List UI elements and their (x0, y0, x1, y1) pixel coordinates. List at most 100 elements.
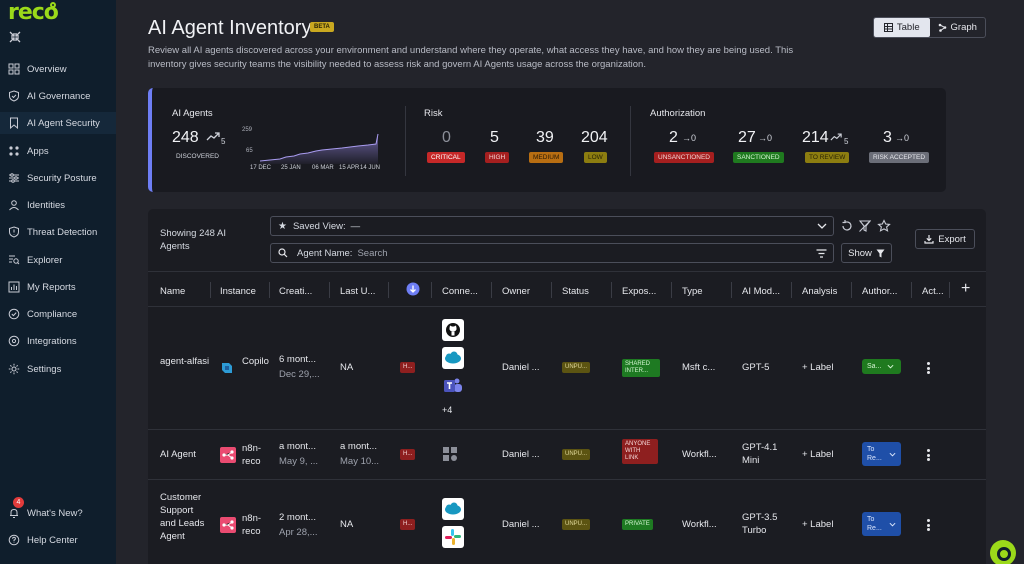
add-label-button[interactable]: + Label (802, 519, 834, 530)
sidebar-item-settings[interactable]: Settings (0, 358, 116, 380)
filter-lines-icon[interactable] (816, 249, 827, 258)
column-header-actions[interactable]: Act... (922, 286, 944, 297)
column-header-name[interactable]: Name (160, 286, 186, 297)
column-separator[interactable] (911, 282, 912, 298)
risk-low-pill[interactable]: LOW (584, 152, 607, 163)
sidebar-item-identities[interactable]: Identities (0, 194, 116, 216)
to-review-pill[interactable]: TO REVIEW (805, 152, 850, 163)
sidebar-item-ai-governance[interactable]: AI Governance (0, 85, 116, 107)
column-header-authorization[interactable]: Author... (862, 286, 898, 297)
sidebar-item-help-center[interactable]: Help Center (0, 529, 116, 551)
column-separator[interactable] (431, 282, 432, 298)
sidebar-item-security-posture[interactable]: Security Posture (0, 167, 116, 189)
sort-desc-icon[interactable] (406, 282, 420, 296)
column-separator[interactable] (949, 282, 950, 298)
add-label-button[interactable]: + Label (802, 362, 834, 373)
authorization-select[interactable]: Sa... (862, 359, 901, 374)
sidebar-item-integrations[interactable]: Integrations (0, 330, 116, 352)
show-button[interactable]: Show (841, 243, 892, 263)
export-button[interactable]: Export (915, 229, 975, 249)
graph-view-button[interactable]: Graph (930, 18, 986, 37)
agent-name[interactable]: Customer Support and Leads Agent (160, 492, 205, 542)
column-header-owner[interactable]: Owner (502, 286, 530, 297)
column-separator[interactable] (731, 282, 732, 298)
sidebar-item-threat-detection[interactable]: Threat Detection (0, 221, 116, 243)
salesforce-icon[interactable] (442, 498, 464, 520)
column-separator[interactable] (210, 282, 211, 298)
divider (630, 106, 631, 176)
sidebar-item-apps[interactable]: Apps (0, 140, 116, 162)
column-header-analysis[interactable]: Analysis (802, 286, 838, 297)
column-header-exposure[interactable]: Expos... (622, 286, 657, 297)
row-actions-icon[interactable] (927, 362, 930, 374)
table-row[interactable]: AI Agent n8n-reco a mont... May 9, ... a… (148, 430, 986, 480)
github-icon[interactable] (442, 319, 464, 341)
reset-icon[interactable] (840, 219, 854, 233)
sidebar-item-my-reports[interactable]: My Reports (0, 276, 116, 298)
column-header-ai-model[interactable]: AI Mod... (742, 286, 781, 297)
column-header-created[interactable]: Creati... (279, 286, 313, 297)
unsanctioned-pill[interactable]: UNSANCTIONED (654, 152, 715, 163)
collapse-icon[interactable] (8, 30, 22, 44)
unsanctioned-trend-value: 0 (691, 133, 697, 143)
sidebar-item-ai-agent-security[interactable]: AI Agent Security (0, 112, 116, 134)
sidebar-item-overview[interactable]: Overview (0, 58, 116, 80)
status-badge: UNPU... (562, 362, 591, 373)
column-separator[interactable] (851, 282, 852, 298)
agent-search-field[interactable]: Agent Name: Search (270, 243, 834, 263)
authorization-value: To Re... (867, 516, 882, 532)
teams-icon[interactable] (442, 375, 464, 397)
column-separator[interactable] (611, 282, 612, 298)
add-column-icon[interactable]: + (961, 280, 971, 297)
column-header-last-used[interactable]: Last U... (340, 286, 376, 297)
widget-icon[interactable] (442, 446, 458, 462)
column-separator[interactable] (671, 282, 672, 298)
table-view-button[interactable]: Table (874, 18, 930, 37)
risk-badge[interactable]: H... (400, 449, 416, 460)
more-connectors[interactable]: +4 (442, 405, 453, 415)
risk-badge[interactable]: H... (400, 519, 416, 530)
view-toggle: Table Graph (873, 17, 986, 38)
column-header-type[interactable]: Type (682, 286, 703, 297)
row-actions-icon[interactable] (927, 449, 930, 461)
sidebar-item-explorer[interactable]: Explorer (0, 249, 116, 271)
authorization-select[interactable]: To Re... (862, 442, 901, 466)
column-separator[interactable] (269, 282, 270, 298)
risk-high-pill[interactable]: HIGH (485, 152, 510, 163)
column-separator[interactable] (329, 282, 330, 298)
shield-alert-icon (9, 226, 19, 238)
column-header-connectors[interactable]: Conne... (442, 286, 478, 297)
agent-name[interactable]: AI Agent (160, 449, 196, 460)
saved-view-select[interactable]: ★ Saved View: — (270, 216, 834, 236)
column-separator[interactable] (791, 282, 792, 298)
sidebar-item-whats-new[interactable]: 4 What's New? (0, 497, 116, 524)
add-label-button[interactable]: + Label (802, 449, 834, 460)
agents-sparkline: 259 65 17 DEC 25 JAN 06 MAR 15 APR 14 JU… (242, 127, 382, 174)
created-relative: 2 mont... (279, 512, 316, 523)
column-header-instance[interactable]: Instance (220, 286, 256, 297)
risk-accepted-count: 3 (883, 129, 892, 146)
table-row[interactable]: Customer Support and Leads Agent n8n-rec… (148, 480, 986, 564)
table-row[interactable]: agent-alfasi Copilo - Demo 6 mont... Dec… (148, 307, 986, 430)
column-separator[interactable] (551, 282, 552, 298)
sidebar-item-compliance[interactable]: Compliance (0, 303, 116, 325)
column-separator[interactable] (491, 282, 492, 298)
reco-assistant-icon[interactable] (990, 540, 1016, 564)
created-date: Apr 28,... (279, 527, 318, 538)
star-outline-icon[interactable] (877, 219, 891, 233)
column-header-status[interactable]: Status (562, 286, 589, 297)
risk-accepted-pill[interactable]: RISK ACCEPTED (869, 152, 930, 163)
row-actions-icon[interactable] (927, 519, 930, 531)
risk-critical-pill[interactable]: CRITICAL (427, 152, 465, 163)
agent-name[interactable]: agent-alfasi (160, 356, 210, 367)
sanctioned-pill[interactable]: SANCTIONED (733, 152, 784, 163)
risk-badge[interactable]: H... (400, 362, 416, 373)
clear-filter-icon[interactable] (858, 219, 872, 233)
salesforce-icon[interactable] (442, 347, 464, 369)
authorization-select[interactable]: To Re... (862, 512, 901, 536)
slack-icon[interactable] (442, 526, 464, 548)
search-input[interactable]: Search (357, 247, 388, 259)
risk-accepted-trend: →0 (895, 133, 910, 143)
column-separator[interactable] (388, 282, 389, 298)
risk-medium-pill[interactable]: MEDIUM (529, 152, 564, 163)
